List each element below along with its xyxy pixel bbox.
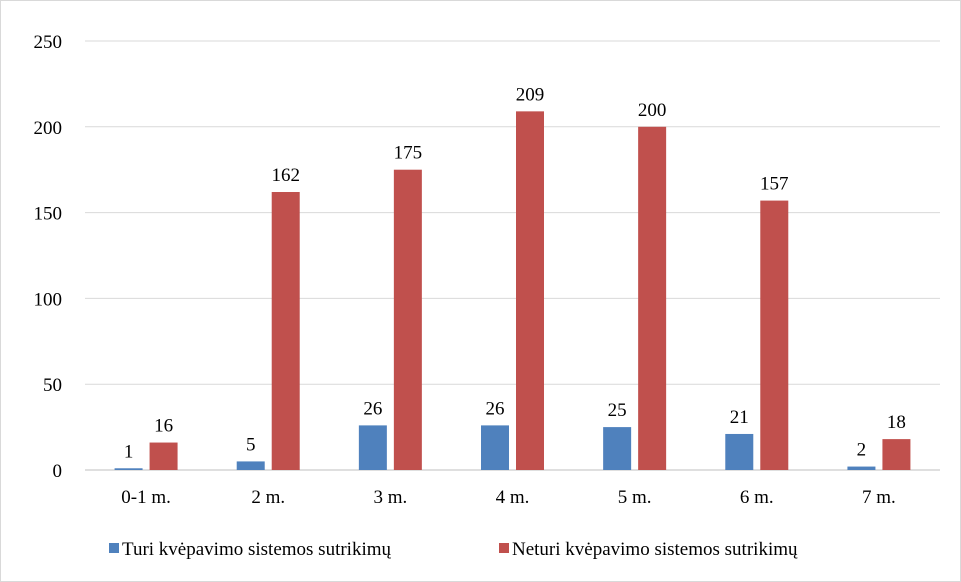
bar-series-1	[516, 111, 544, 470]
bar-series-0	[725, 433, 754, 470]
bar-series-1	[882, 439, 911, 470]
data-label-series-1: 175	[394, 143, 423, 164]
y-tick-label: 150	[34, 204, 63, 225]
bar-series-0	[114, 468, 143, 470]
legend-label-series-0: Turi kvėpavimo sistemos sutrikimų	[122, 539, 392, 560]
data-labels: 1 5 26 26 25 21 2 16 162 175 209 200 157 18	[124, 84, 906, 462]
data-label-series-0: 26	[486, 398, 505, 419]
data-label-series-0: 25	[608, 400, 627, 421]
data-label-series-0: 2	[857, 440, 867, 461]
y-axis: 0 50 100 150 200 250	[34, 32, 63, 482]
bar-series-0	[236, 461, 265, 470]
y-tick-label: 200	[34, 118, 63, 139]
bars	[114, 111, 911, 471]
gridlines	[85, 40, 940, 471]
x-tick-label: 5 m.	[618, 487, 652, 508]
data-label-series-1: 16	[154, 416, 173, 437]
data-label-series-0: 21	[730, 407, 749, 428]
x-axis: 0-1 m. 2 m. 3 m. 4 m. 5 m. 6 m. 7 m.	[121, 487, 896, 508]
x-tick-label: 2 m.	[251, 487, 285, 508]
bar-series-1	[760, 200, 789, 470]
y-tick-label: 50	[43, 375, 62, 396]
x-tick-label: 3 m.	[373, 487, 407, 508]
x-tick-label: 7 m.	[862, 487, 896, 508]
data-label-series-1: 157	[760, 174, 789, 195]
bar-series-0	[847, 466, 876, 470]
x-tick-label: 0-1 m.	[121, 487, 171, 508]
data-label-series-1: 209	[516, 84, 545, 105]
data-label-series-0: 1	[124, 441, 134, 462]
y-tick-label: 100	[34, 289, 63, 310]
bar-series-1	[638, 126, 667, 471]
data-label-series-1: 200	[638, 100, 667, 121]
data-label-series-1: 18	[887, 412, 906, 433]
data-label-series-1: 162	[271, 165, 300, 186]
data-label-series-0: 5	[246, 434, 256, 455]
legend: Turi kvėpavimo sistemos sutrikimų Neturi…	[109, 539, 798, 560]
legend-swatch-series-1	[499, 543, 509, 553]
y-tick-label: 250	[34, 32, 63, 53]
bar-series-0	[603, 427, 632, 470]
legend-swatch-series-0	[109, 543, 119, 553]
bar-series-1	[393, 169, 422, 470]
bar-series-0	[358, 425, 387, 470]
legend-label-series-1: Neturi kvėpavimo sistemos sutrikimų	[512, 539, 798, 560]
bar-series-1	[149, 442, 178, 470]
bar-series-0	[481, 425, 509, 470]
x-tick-label: 4 m.	[496, 487, 530, 508]
x-tick-label: 6 m.	[740, 487, 774, 508]
data-label-series-0: 26	[363, 398, 382, 419]
bar-series-1	[271, 192, 300, 470]
y-tick-label: 0	[53, 461, 63, 482]
